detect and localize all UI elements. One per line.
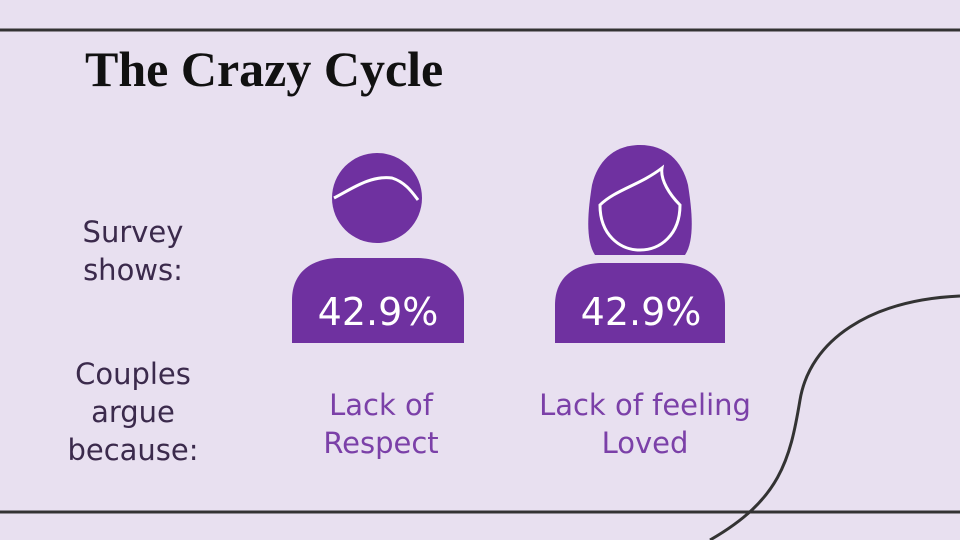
left-label: Couples argue because: — [67, 357, 199, 467]
figure-label: Lack of feeling Loved — [539, 388, 751, 460]
figure-label: Lack of Respect — [323, 388, 439, 460]
left-label: Survey shows: — [82, 215, 184, 287]
title: The Crazy Cycle — [85, 41, 444, 97]
male-icon — [292, 153, 464, 343]
female-icon — [555, 145, 725, 343]
percent: 42.9% — [580, 290, 702, 334]
percent: 42.9% — [317, 290, 439, 334]
